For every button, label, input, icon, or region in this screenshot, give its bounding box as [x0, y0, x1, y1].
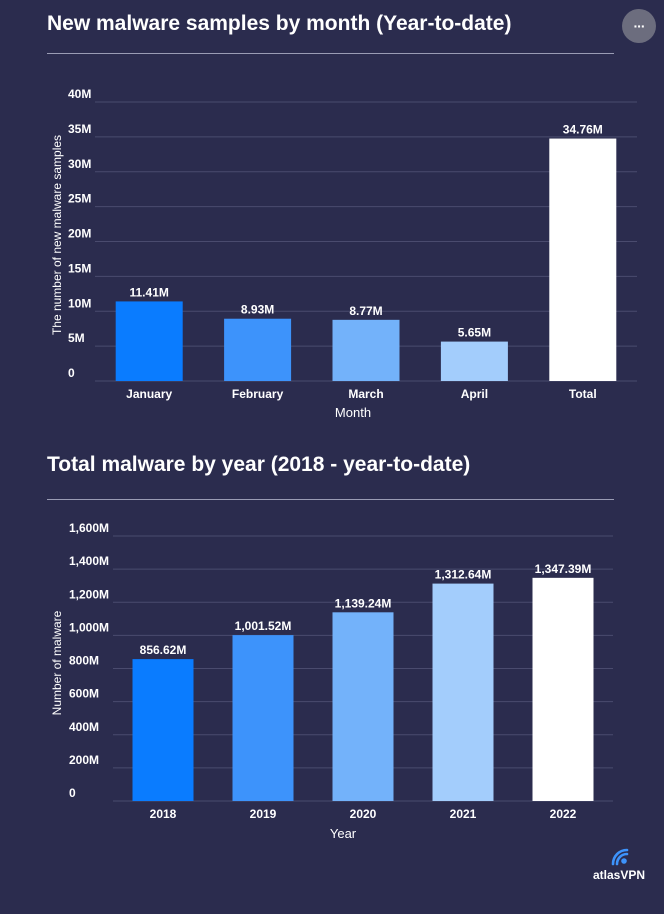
bar: [232, 635, 294, 801]
bar: [532, 577, 594, 801]
atlasvpn-logo: atlasVPN: [584, 846, 654, 886]
bar: [224, 318, 292, 381]
bar: [115, 301, 183, 381]
chart-title-yearly: Total malware by year (2018 - year-to-da…: [47, 453, 471, 476]
y-tick-label: 1,600M: [69, 521, 109, 535]
data-label: 1,139.24M: [335, 596, 392, 610]
y-tick-label: 200M: [69, 753, 99, 767]
bar: [332, 319, 400, 381]
data-label: 8.93M: [241, 303, 274, 317]
bar: [440, 341, 508, 381]
y-tick-label: 40M: [68, 87, 91, 101]
x-tick-label: 2019: [250, 807, 277, 821]
more-horizontal-icon: ···: [633, 18, 646, 34]
monthly-malware-bar-chart: 0 5M 10M 15M 20M 25M 30M 35M 40M 11.41M January 8.9…: [50, 87, 637, 420]
x-tick-label: February: [232, 387, 284, 401]
y-tick-label: 800M: [69, 654, 99, 668]
x-tick-label: 2020: [350, 807, 377, 821]
title-divider: [47, 499, 614, 500]
x-tick-label: April: [461, 387, 488, 401]
data-label: 11.41M: [130, 285, 169, 299]
y-tick-label: 30M: [68, 157, 91, 171]
y-tick-label: 15M: [68, 261, 91, 275]
data-label: 8.77M: [349, 304, 382, 318]
y-axis-title: Number of malware: [50, 610, 64, 715]
y-tick-label: 1,400M: [69, 554, 109, 568]
y-tick-label: 10M: [68, 296, 91, 310]
y-tick-label: 400M: [69, 720, 99, 734]
bar: [432, 583, 494, 801]
title-divider: [47, 53, 614, 54]
y-tick-label: 1,000M: [69, 620, 109, 634]
y-tick-label: 20M: [68, 227, 91, 241]
x-tick-label: 2021: [450, 807, 477, 821]
data-label: 5.65M: [458, 326, 491, 340]
y-tick-label: 25M: [68, 192, 91, 206]
data-label: 34.76M: [563, 123, 603, 137]
bar: [132, 659, 194, 801]
y-tick-label: 0: [68, 366, 75, 380]
chart-title-monthly: New malware samples by month (Year-to-da…: [47, 12, 512, 35]
x-tick-label: March: [348, 387, 383, 401]
y-tick-label: 35M: [68, 122, 91, 136]
data-label: 1,347.39M: [535, 562, 592, 576]
yearly-malware-bar-chart: 0 200M 400M 600M 800M 1,000M 1,200M 1,400M 1,600…: [50, 521, 613, 841]
data-label: 1,001.52M: [235, 619, 292, 633]
x-tick-label: Total: [569, 387, 597, 401]
x-tick-label: 2018: [150, 807, 177, 821]
y-axis-title: The number of new malware samples: [50, 135, 64, 335]
x-axis-title: Month: [335, 405, 371, 420]
y-tick-label: 600M: [69, 687, 99, 701]
data-label: 1,312.64M: [435, 568, 492, 582]
more-options-button[interactable]: ···: [622, 9, 656, 43]
y-tick-label: 0: [69, 786, 76, 800]
logo-text: atlasVPN: [592, 868, 646, 882]
bar: [549, 138, 617, 381]
data-label: 856.62M: [140, 643, 187, 657]
x-tick-label: January: [126, 387, 172, 401]
y-tick-label: 1,200M: [69, 587, 109, 601]
x-tick-label: 2022: [550, 807, 577, 821]
y-tick-label: 5M: [68, 331, 85, 345]
bar: [332, 612, 394, 801]
atlasvpn-signal-icon: [611, 848, 629, 866]
x-axis-title: Year: [330, 826, 357, 841]
